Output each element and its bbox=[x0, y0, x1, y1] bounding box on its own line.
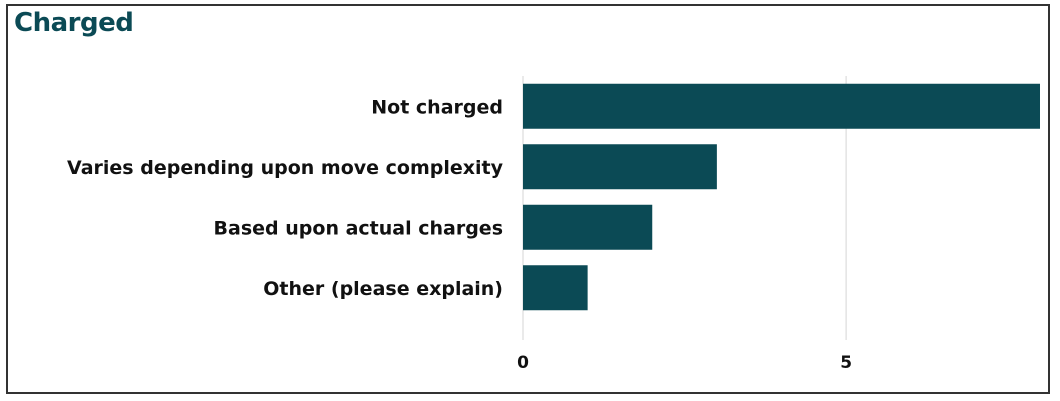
bar-1 bbox=[523, 144, 717, 190]
category-label: Other (please explain) bbox=[263, 278, 503, 300]
bar-2 bbox=[523, 204, 653, 250]
category-label: Based upon actual charges bbox=[214, 217, 503, 239]
chart-title: Charged bbox=[14, 8, 134, 38]
bar-0 bbox=[523, 83, 1040, 129]
category-label: Varies depending upon move complexity bbox=[67, 157, 504, 179]
bar-3 bbox=[523, 265, 588, 311]
chart-frame bbox=[6, 4, 1050, 394]
x-tick-label: 0 bbox=[517, 353, 529, 373]
x-tick-label: 5 bbox=[840, 353, 852, 373]
bars bbox=[523, 83, 1040, 311]
category-labels: Not charged Varies depending upon move co… bbox=[67, 96, 504, 300]
category-label: Not charged bbox=[371, 96, 503, 118]
